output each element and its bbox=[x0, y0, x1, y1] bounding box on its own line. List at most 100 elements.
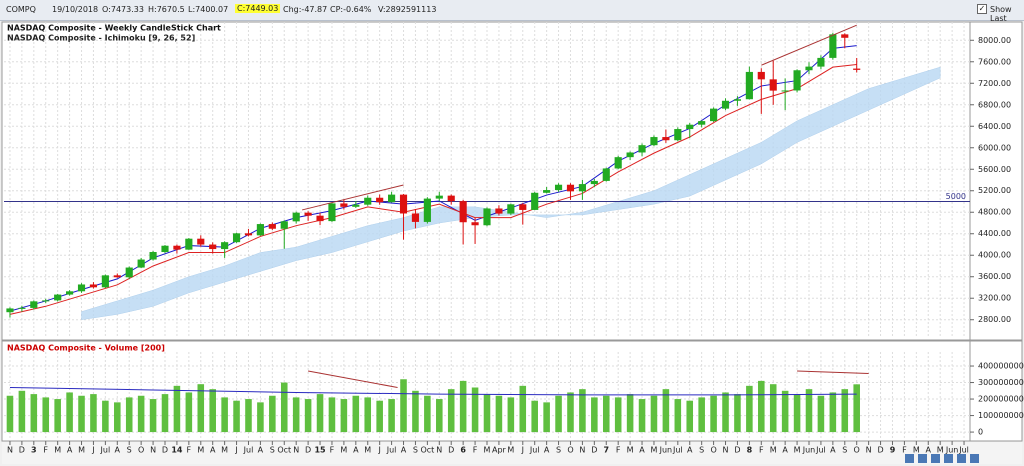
candle-body bbox=[77, 284, 86, 292]
candle-body bbox=[531, 192, 539, 210]
trendline bbox=[302, 184, 404, 211]
candle-body bbox=[590, 180, 598, 185]
volume-bar bbox=[758, 380, 765, 433]
x-tick-label: Jul bbox=[958, 446, 969, 455]
nav-button[interactable] bbox=[905, 454, 914, 463]
volume-bar bbox=[543, 402, 550, 433]
pane-bar: 0 1000000000 2000000000 3000000000 400000000… bbox=[4, 344, 1024, 437]
x-tick-label: Jul bbox=[815, 446, 826, 455]
x-tick-label: Jun bbox=[802, 446, 816, 455]
show-last-label[interactable]: Show Last bbox=[990, 5, 1012, 23]
x-tick-label: S bbox=[127, 446, 132, 455]
y-tick-label: 3600.00 bbox=[978, 272, 1011, 281]
x-tick-label: M bbox=[651, 446, 658, 455]
volume-bar bbox=[209, 389, 216, 433]
candle-body bbox=[292, 212, 300, 222]
candle-body bbox=[566, 184, 575, 192]
candle-body bbox=[399, 194, 408, 214]
volume-bar bbox=[78, 395, 85, 433]
candle-body bbox=[447, 195, 455, 202]
candle-body bbox=[125, 267, 133, 278]
show-last-checkbox[interactable]: ✓ bbox=[977, 4, 987, 14]
y-tick-label: 6400.00 bbox=[978, 122, 1011, 131]
volume-bar bbox=[471, 387, 479, 433]
open: O:7473.33 bbox=[102, 5, 144, 14]
x-tick-label: M bbox=[221, 446, 228, 455]
nav-button[interactable] bbox=[931, 454, 940, 463]
x-tick-label: F bbox=[902, 446, 907, 455]
x-tick-label: F bbox=[759, 446, 764, 455]
x-tick-label: 14 bbox=[171, 446, 183, 455]
volume-bar bbox=[662, 389, 670, 433]
volume-bar bbox=[781, 390, 789, 433]
y-tick-label: 2000000000 bbox=[978, 395, 1024, 404]
volume-bar bbox=[316, 394, 324, 433]
nav-button[interactable] bbox=[970, 454, 979, 463]
x-tick-label: F bbox=[187, 446, 192, 455]
volume-bar bbox=[638, 399, 646, 433]
time-axis bbox=[2, 442, 1022, 464]
x-tick-label: A bbox=[926, 446, 932, 455]
x-tick-label: D bbox=[19, 446, 25, 455]
volume-bar bbox=[149, 399, 157, 433]
x-tick-label: A bbox=[544, 446, 550, 455]
x-tick-label: F bbox=[330, 446, 335, 455]
trendline bbox=[761, 24, 857, 66]
candle-body bbox=[638, 145, 646, 153]
volume-bar bbox=[710, 395, 717, 433]
trendline bbox=[308, 370, 398, 388]
y-tick-label: 4400.00 bbox=[978, 229, 1011, 238]
volume-bar bbox=[519, 385, 527, 433]
x-tick-label: M bbox=[484, 446, 491, 455]
volume-bar bbox=[483, 394, 491, 433]
x-tick-label: A bbox=[353, 446, 359, 455]
candle-body bbox=[662, 137, 670, 141]
candle-body bbox=[483, 208, 491, 226]
x-tick-label: 3 bbox=[31, 446, 37, 455]
volume-bar bbox=[185, 392, 193, 433]
candle-body bbox=[30, 301, 38, 308]
x-tick-label: O bbox=[710, 446, 716, 455]
volume-bar bbox=[30, 394, 38, 433]
candle-body bbox=[221, 242, 229, 250]
volume-bar bbox=[686, 400, 694, 433]
pane-title: NASDAQ Composite - Weekly CandleStick Ch… bbox=[7, 24, 221, 33]
x-tick-label: S bbox=[413, 446, 418, 455]
low: L:7400.07 bbox=[188, 5, 229, 14]
nav-button[interactable] bbox=[918, 454, 927, 463]
ichimoku-cloud bbox=[81, 66, 941, 321]
candle-body bbox=[733, 99, 742, 101]
volume-bar bbox=[257, 402, 264, 433]
x-tick-label: D bbox=[591, 446, 597, 455]
volume-bar bbox=[376, 400, 383, 433]
nav-button[interactable] bbox=[957, 454, 966, 463]
x-tick-label: J bbox=[234, 446, 237, 455]
x-tick-label: D bbox=[448, 446, 454, 455]
x-tick-label: S bbox=[270, 446, 275, 455]
x-tick-label: Oct bbox=[277, 446, 291, 455]
x-tick-label: Jul bbox=[529, 446, 540, 455]
x-tick-label: M bbox=[54, 446, 61, 455]
volume-bar bbox=[280, 382, 288, 433]
candle-body bbox=[6, 308, 14, 313]
volume-bar bbox=[614, 397, 622, 433]
y-tick-label: 4000.00 bbox=[978, 251, 1011, 260]
candle-body bbox=[209, 244, 217, 250]
x-tick-label: Jul bbox=[386, 446, 397, 455]
symbol: COMPQ bbox=[6, 5, 36, 14]
nav-button[interactable] bbox=[944, 454, 953, 463]
candle-body bbox=[256, 224, 264, 236]
y-tick-label: 8000.00 bbox=[978, 36, 1011, 45]
candle-body bbox=[435, 195, 443, 199]
volume-bar bbox=[125, 397, 133, 433]
volume-bar bbox=[853, 384, 860, 433]
candle-body bbox=[423, 198, 431, 222]
volume-bar bbox=[6, 395, 14, 433]
volume-bar bbox=[793, 394, 801, 433]
high: H:7670.5 bbox=[148, 5, 185, 14]
candle-body bbox=[793, 70, 801, 91]
trendline bbox=[797, 370, 869, 374]
candle-body bbox=[543, 190, 551, 193]
volume-ma bbox=[9, 386, 857, 396]
